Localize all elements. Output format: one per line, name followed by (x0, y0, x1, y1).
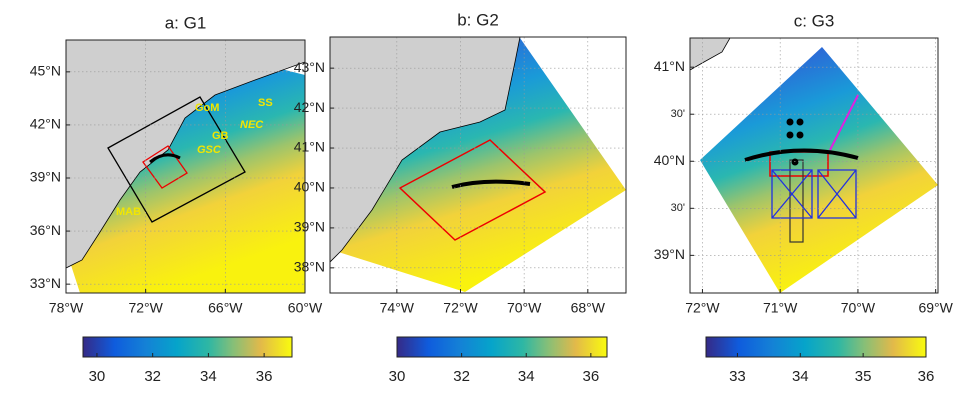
y-tick-label: 39°N (294, 219, 325, 235)
y-tick-label: 41°N (654, 58, 685, 74)
colorbar-label: 34 (200, 368, 217, 385)
y-tick-label: 40°N (654, 152, 685, 168)
x-tick-label: 70°W (841, 300, 876, 316)
land (66, 40, 305, 269)
panel-title: c: G3 (794, 11, 835, 30)
colorbar-label: 32 (453, 368, 470, 385)
y-tick-label: 30' (671, 202, 685, 214)
section (744, 148, 859, 162)
y-tick-label: 36°N (30, 222, 61, 238)
x-tick-label: 74°W (380, 300, 415, 316)
section (149, 153, 181, 164)
axes-frame (689, 37, 939, 294)
region-label: GoM (195, 102, 219, 114)
y-tick-label: 42°N (30, 116, 61, 132)
colorbar-label: 33 (729, 368, 746, 385)
land (690, 38, 731, 71)
y-tick-label: 33°N (30, 275, 61, 291)
x-tick-label: 72°W (128, 300, 163, 316)
map-b (330, 37, 626, 293)
panel-title: a: G1 (165, 13, 207, 32)
y-tick-label: 42°N (294, 99, 325, 115)
colorbar (705, 336, 927, 358)
colorbar (396, 336, 608, 358)
y-tick-label: 40°N (294, 179, 325, 195)
land (330, 37, 521, 263)
y-tick-label: 30' (671, 108, 685, 120)
x-tick-label: 70°W (507, 300, 542, 316)
panel-title: b: G2 (457, 10, 499, 29)
y-tick-label: 43°N (294, 59, 325, 75)
region-label: NEC (240, 119, 264, 131)
colorbar (82, 336, 293, 358)
x-tick-label: 69°W (918, 300, 953, 316)
colorbar-label: 32 (144, 368, 161, 385)
region-label: MAB (116, 206, 141, 218)
g2-box (107, 96, 246, 223)
colorbar-label: 34 (518, 368, 535, 385)
domain (70, 55, 305, 293)
map-a (66, 40, 305, 293)
colorbar-label: 30 (389, 368, 406, 385)
y-tick-label: 45°N (30, 63, 61, 79)
colorbar-label: 36 (918, 368, 935, 385)
map-c (690, 38, 938, 293)
x-tick-label: 66°W (208, 300, 243, 316)
axes-frame (329, 36, 627, 294)
colorbar-label: 36 (256, 368, 273, 385)
x-tick-label: 72°W (685, 300, 720, 316)
g3-box (398, 139, 547, 241)
x-tick-label: 72°W (443, 300, 478, 316)
colorbar-label: 36 (583, 368, 600, 385)
domain (332, 38, 626, 292)
y-tick-label: 39°N (30, 169, 61, 185)
region-label: GSC (197, 144, 222, 156)
colorbar-label: 35 (855, 368, 872, 385)
g3-box (142, 145, 188, 189)
x-tick-label: 78°W (49, 300, 84, 316)
y-tick-label: 38°N (294, 259, 325, 275)
colorbar-label: 30 (89, 368, 106, 385)
magenta-line (829, 94, 859, 151)
y-tick-label: 39°N (654, 246, 685, 262)
blue-boxes (771, 169, 857, 219)
x-tick-label: 60°W (288, 300, 323, 316)
region-label: SS (258, 97, 273, 109)
x-tick-label: 68°W (571, 300, 606, 316)
y-tick-label: 41°N (294, 139, 325, 155)
x-tick-label: 71°W (763, 300, 798, 316)
colorbar-label: 34 (792, 368, 809, 385)
stations (786, 118, 804, 166)
axes-frame (65, 39, 306, 294)
region-label: GB (212, 130, 229, 142)
section (451, 179, 531, 189)
